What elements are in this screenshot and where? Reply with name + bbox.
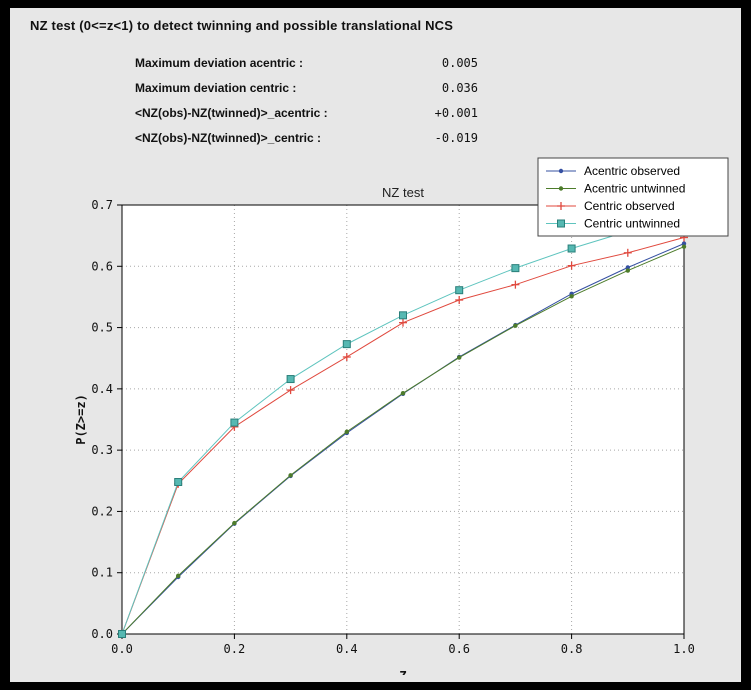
stat-label-nz-diff-centric: <NZ(obs)-NZ(twinned)>_centric : — [135, 130, 322, 145]
x-axis-label: Z — [399, 669, 406, 675]
stat-label-max-dev-centric: Maximum deviation centric : — [135, 80, 297, 95]
svg-text:0.4: 0.4 — [91, 382, 113, 396]
stat-row: <NZ(obs)-NZ(twinned)>_acentric : +0.001 — [135, 100, 478, 125]
chart-title: NZ test — [382, 185, 424, 200]
chart-legend: Acentric observed Acentric untwinned Centr… — [537, 157, 729, 237]
svg-text:0.5: 0.5 — [91, 321, 113, 335]
svg-text:1.0: 1.0 — [673, 642, 695, 656]
stat-value-nz-diff-centric: -0.019 — [434, 130, 478, 145]
nz-test-chart-svg: 0.0 0.2 0.4 0.6 0.8 1.0 0.0 0.1 0.2 0.3 0.4 0.5 0.6 0… — [74, 157, 729, 683]
svg-text:0.6: 0.6 — [448, 642, 470, 656]
svg-text:0.2: 0.2 — [91, 504, 113, 518]
svg-text:0.6: 0.6 — [91, 259, 113, 273]
stat-row: <NZ(obs)-NZ(twinned)>_centric : -0.019 — [135, 125, 478, 150]
gridlines — [122, 205, 684, 634]
legend-label: Acentric observed — [584, 164, 680, 178]
report-panel: NZ test (0<=z<1) to detect twinning and … — [10, 8, 741, 683]
page-title: NZ test (0<=z<1) to detect twinning and … — [30, 18, 454, 33]
svg-text:0.0: 0.0 — [91, 627, 113, 641]
stat-value-max-dev-acentric: 0.005 — [441, 55, 478, 70]
stat-value-nz-diff-acentric: +0.001 — [434, 105, 478, 120]
svg-text:0.7: 0.7 — [91, 198, 113, 212]
stat-row: Maximum deviation centric : 0.036 — [135, 75, 478, 100]
nz-test-chart: 0.0 0.2 0.4 0.6 0.8 1.0 0.0 0.1 0.2 0.3 0.4 0.5 0.6 0… — [70, 150, 740, 683]
y-axis-label: P(Z>=z) — [74, 394, 88, 445]
stats-block: Maximum deviation acentric : 0.005 Maxim… — [135, 50, 478, 150]
stat-label-nz-diff-acentric: <NZ(obs)-NZ(twinned)>_acentric : — [135, 105, 328, 120]
svg-text:0.2: 0.2 — [224, 642, 246, 656]
stat-value-max-dev-centric: 0.036 — [441, 80, 478, 95]
stat-row: Maximum deviation acentric : 0.005 — [135, 50, 478, 75]
svg-text:0.1: 0.1 — [91, 566, 113, 580]
svg-text:0.4: 0.4 — [336, 642, 358, 656]
svg-text:0.3: 0.3 — [91, 443, 113, 457]
legend-label: Centric untwinned — [584, 217, 680, 231]
stat-label-max-dev-acentric: Maximum deviation acentric : — [135, 55, 304, 70]
series-centric-untwinned — [118, 211, 688, 638]
svg-text:0.8: 0.8 — [561, 642, 583, 656]
legend-label: Acentric untwinned — [584, 182, 685, 196]
legend-label: Centric observed — [584, 199, 675, 213]
svg-text:0.0: 0.0 — [111, 642, 133, 656]
